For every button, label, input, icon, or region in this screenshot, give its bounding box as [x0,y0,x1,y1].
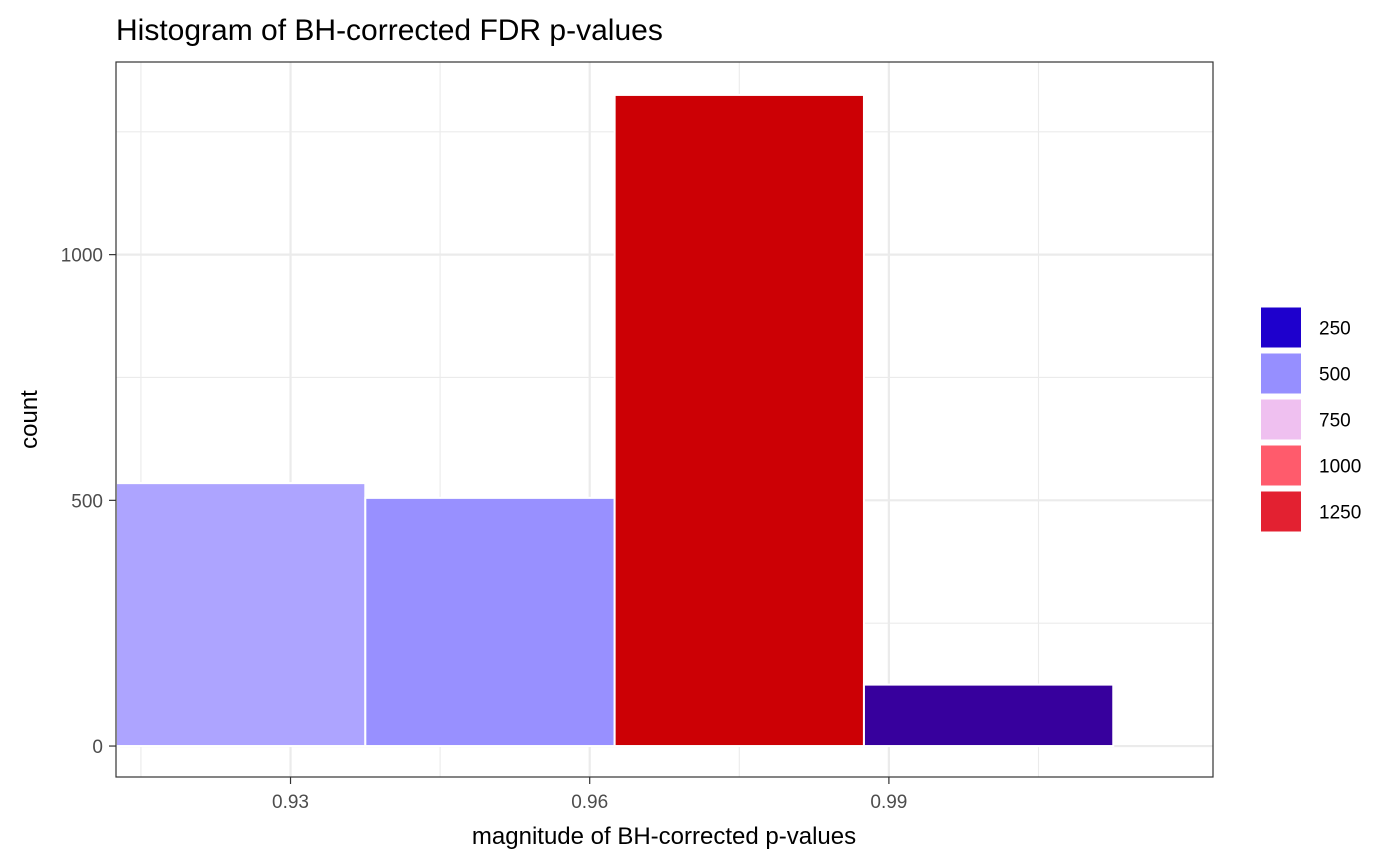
y-axis: 0 500 1000 [61,246,116,758]
histogram-bars [115,93,1115,748]
y-tick-label: 0 [92,737,103,758]
legend-label: 1250 [1319,503,1361,524]
legend-key [1261,307,1301,348]
legend-label: 500 [1319,365,1351,386]
x-tick-label: 0.96 [571,792,608,813]
histogram-bar [862,683,1115,748]
legend-label: 750 [1319,411,1351,432]
y-tick-label: 1000 [61,246,103,267]
x-axis-title: magnitude of BH-corrected p-values [472,823,856,850]
x-axis: 0.93 0.96 0.99 [272,777,907,813]
legend: 250 500 750 1000 1250 [1261,307,1361,532]
x-tick-label: 0.99 [870,792,907,813]
histogram-bar [364,496,616,748]
legend-key [1261,399,1301,440]
panel-border [115,61,1214,778]
legend-key [1261,445,1301,486]
legend-label: 1000 [1319,457,1361,478]
legend-key [1261,353,1301,394]
x-tick-label: 0.93 [272,792,309,813]
plot-panel [115,61,1214,778]
y-tick-label: 500 [71,491,103,512]
legend-label: 250 [1319,319,1351,340]
y-axis-title: count [16,390,43,449]
histogram-bar [115,482,367,748]
legend-key [1261,491,1301,532]
histogram-bar [613,93,865,748]
chart-title: Histogram of BH-corrected FDR p-values [116,14,663,47]
